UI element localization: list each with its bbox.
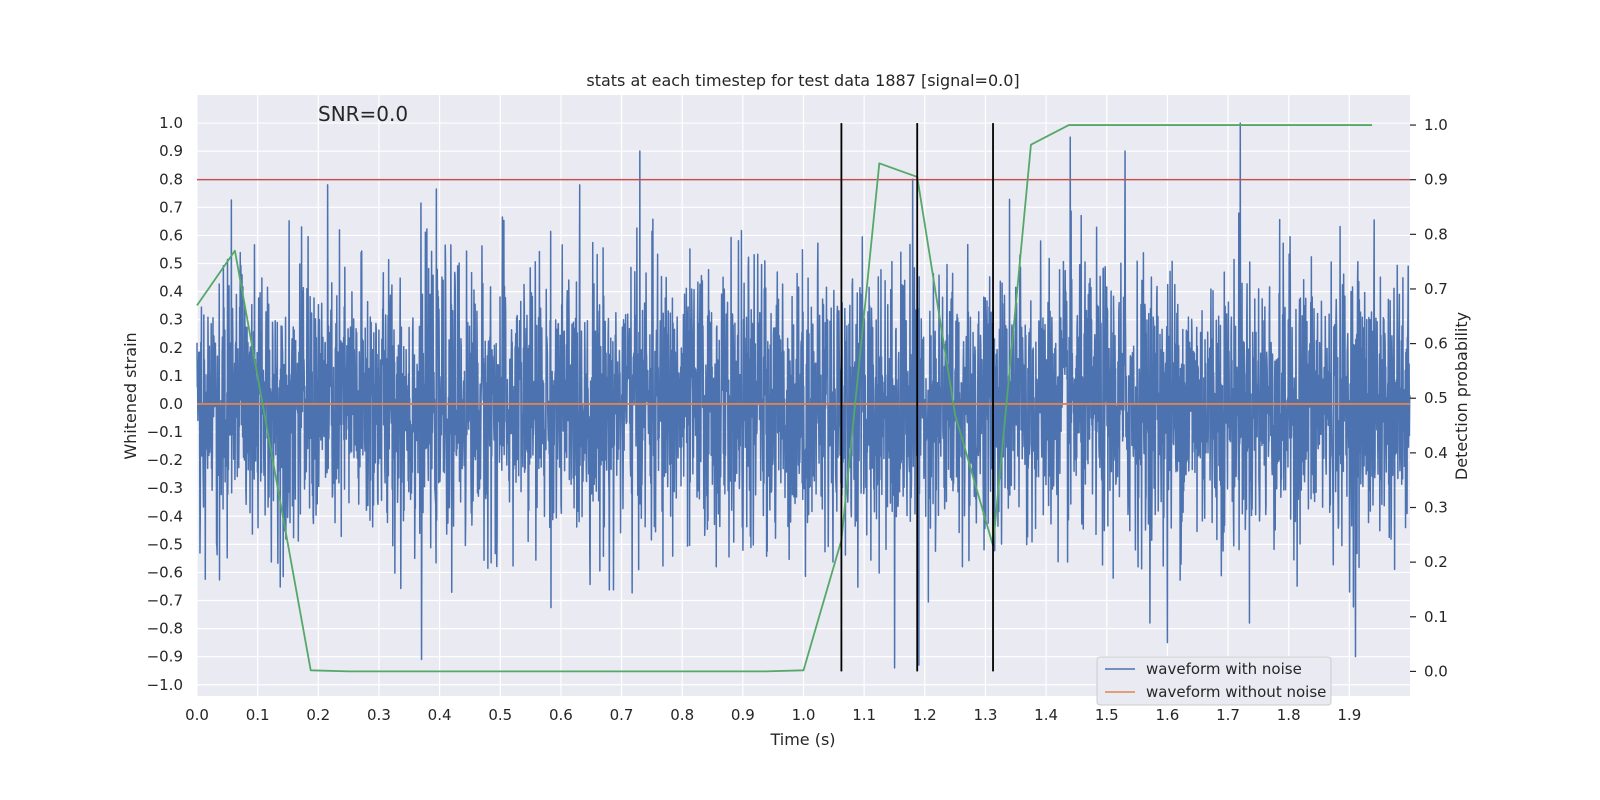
y-left-tick-label: 0.0 bbox=[159, 395, 183, 413]
x-tick-label: 0.0 bbox=[185, 706, 209, 724]
y-left-tick-label: 0.2 bbox=[159, 339, 183, 357]
y-axis-right-label: Detection probability bbox=[1452, 312, 1471, 480]
x-tick-label: 1.7 bbox=[1216, 706, 1240, 724]
y-left-tick-label: 0.7 bbox=[159, 198, 183, 216]
y-right-tick-label: 0.0 bbox=[1424, 662, 1448, 680]
legend-label-noisy: waveform with noise bbox=[1146, 660, 1302, 678]
y-left-tick-label: −0.3 bbox=[147, 479, 183, 497]
waveform-with-noise-series bbox=[196, 122, 1411, 669]
x-tick-label: 0.2 bbox=[306, 706, 330, 724]
x-tick-label: 0.3 bbox=[367, 706, 391, 724]
x-tick-label: 1.1 bbox=[852, 706, 876, 724]
y-left-tick-label: 0.3 bbox=[159, 311, 183, 329]
x-tick-label: 0.9 bbox=[731, 706, 755, 724]
y-axis-left-ticks: 1.0 0.9 0.8 0.7 0.6 0.5 0.4 0.3 0.2 0.1 0.0 −0.1 −0.… bbox=[147, 114, 183, 694]
legend-box bbox=[1096, 656, 1332, 706]
x-tick-label: 0.7 bbox=[610, 706, 634, 724]
y-right-tick-label: 0.5 bbox=[1424, 389, 1448, 407]
noisy-waveform-line bbox=[196, 122, 1411, 669]
y-axis-right-ticks: 1.0 0.9 0.8 0.7 0.6 0.5 0.4 0.3 0.2 0.1 0.0 bbox=[1410, 116, 1448, 680]
x-tick-label: 1.5 bbox=[1095, 706, 1119, 724]
detection-probability-series bbox=[196, 124, 1373, 673]
x-axis-ticks: 0.0 0.1 0.2 0.3 0.4 0.5 0.6 0.7 0.8 0.9 1.0 1.1 1.2 1… bbox=[185, 706, 1361, 724]
x-tick-label: 1.6 bbox=[1155, 706, 1179, 724]
x-tick-label: 0.5 bbox=[488, 706, 512, 724]
y-left-tick-label: −0.8 bbox=[147, 620, 183, 638]
snr-annotation: SNR=0.0 bbox=[318, 102, 408, 126]
y-right-tick-label: 0.7 bbox=[1424, 280, 1448, 298]
y-left-tick-label: 0.4 bbox=[159, 283, 183, 301]
x-tick-label: 0.8 bbox=[670, 706, 694, 724]
y-left-tick-label: 0.5 bbox=[159, 255, 183, 273]
y-left-tick-label: 0.1 bbox=[159, 367, 183, 385]
y-right-tick-label: 0.8 bbox=[1424, 225, 1448, 243]
legend: waveform with noise waveform without noi… bbox=[1096, 656, 1332, 706]
y-right-tick-label: 0.3 bbox=[1424, 499, 1448, 517]
y-right-tick-label: 0.6 bbox=[1424, 335, 1448, 353]
x-tick-label: 1.4 bbox=[1034, 706, 1058, 724]
y-right-tick-label: 0.9 bbox=[1424, 171, 1448, 189]
y-left-tick-label: −0.6 bbox=[147, 563, 183, 581]
y-left-tick-label: 1.0 bbox=[159, 114, 183, 132]
y-axis-left-label: Whitened strain bbox=[121, 332, 140, 459]
x-tick-label: 0.1 bbox=[246, 706, 270, 724]
y-right-tick-label: 0.1 bbox=[1424, 608, 1448, 626]
x-tick-label: 1.0 bbox=[792, 706, 816, 724]
x-tick-label: 0.6 bbox=[549, 706, 573, 724]
x-tick-label: 1.2 bbox=[913, 706, 937, 724]
x-axis-label: Time (s) bbox=[769, 730, 835, 749]
y-right-tick-label: 0.4 bbox=[1424, 444, 1448, 462]
x-tick-label: 1.3 bbox=[974, 706, 998, 724]
x-tick-label: 0.4 bbox=[428, 706, 452, 724]
y-left-tick-label: 0.6 bbox=[159, 226, 183, 244]
y-right-tick-label: 1.0 bbox=[1424, 116, 1448, 134]
y-left-tick-label: 0.8 bbox=[159, 170, 183, 188]
detection-probability-line bbox=[196, 124, 1373, 673]
y-left-tick-label: −0.2 bbox=[147, 451, 183, 469]
y-left-tick-label: −1.0 bbox=[147, 676, 183, 694]
y-right-tick-label: 0.2 bbox=[1424, 553, 1448, 571]
y-left-tick-label: −0.5 bbox=[147, 535, 183, 553]
y-left-tick-label: 0.9 bbox=[159, 142, 183, 160]
y-left-tick-label: −0.4 bbox=[147, 507, 183, 525]
y-left-tick-label: −0.7 bbox=[147, 592, 183, 610]
x-tick-label: 1.8 bbox=[1277, 706, 1301, 724]
legend-label-clean: waveform without noise bbox=[1146, 683, 1326, 701]
x-tick-label: 1.9 bbox=[1337, 706, 1361, 724]
chart-title: stats at each timestep for test data 188… bbox=[586, 71, 1019, 90]
y-left-tick-label: −0.9 bbox=[147, 648, 183, 666]
y-left-tick-label: −0.1 bbox=[147, 423, 183, 441]
detection-lines bbox=[840, 123, 994, 672]
